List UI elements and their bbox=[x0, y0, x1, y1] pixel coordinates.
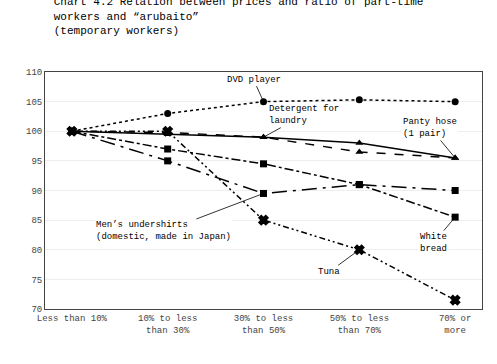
svg-text:85: 85 bbox=[31, 216, 42, 226]
svg-text:70: 70 bbox=[31, 305, 42, 315]
svg-text:10% to lessthan 30%: 10% to lessthan 30% bbox=[138, 314, 197, 336]
svg-text:DVD player: DVD player bbox=[227, 75, 281, 85]
svg-text:75: 75 bbox=[31, 276, 42, 286]
svg-text:30% to lessthan 50%: 30% to lessthan 50% bbox=[234, 314, 293, 336]
svg-text:Less than 10%: Less than 10% bbox=[37, 314, 108, 324]
svg-text:100: 100 bbox=[26, 127, 42, 137]
svg-text:105: 105 bbox=[26, 98, 42, 108]
svg-text:80: 80 bbox=[31, 246, 42, 256]
svg-text:Panty hose(1 pair): Panty hose(1 pair) bbox=[403, 117, 457, 139]
svg-text:Whitebread: Whitebread bbox=[420, 232, 447, 254]
svg-text:70% ormore: 70% ormore bbox=[439, 314, 471, 336]
svg-text:50% to lessthan 70%: 50% to lessthan 70% bbox=[330, 314, 389, 336]
svg-text:Men’s undershirts(domestic, ma: Men’s undershirts(domestic, made in Japa… bbox=[96, 220, 231, 242]
svg-text:90: 90 bbox=[31, 187, 42, 197]
svg-text:Chart 4.2 Relation between pri: Chart 4.2 Relation between prices and ra… bbox=[54, 0, 424, 37]
svg-text:Tuna: Tuna bbox=[318, 267, 340, 277]
svg-text:110: 110 bbox=[26, 68, 42, 78]
svg-text:Detergent forlaundry: Detergent forlaundry bbox=[269, 104, 339, 126]
svg-text:95: 95 bbox=[31, 157, 42, 167]
